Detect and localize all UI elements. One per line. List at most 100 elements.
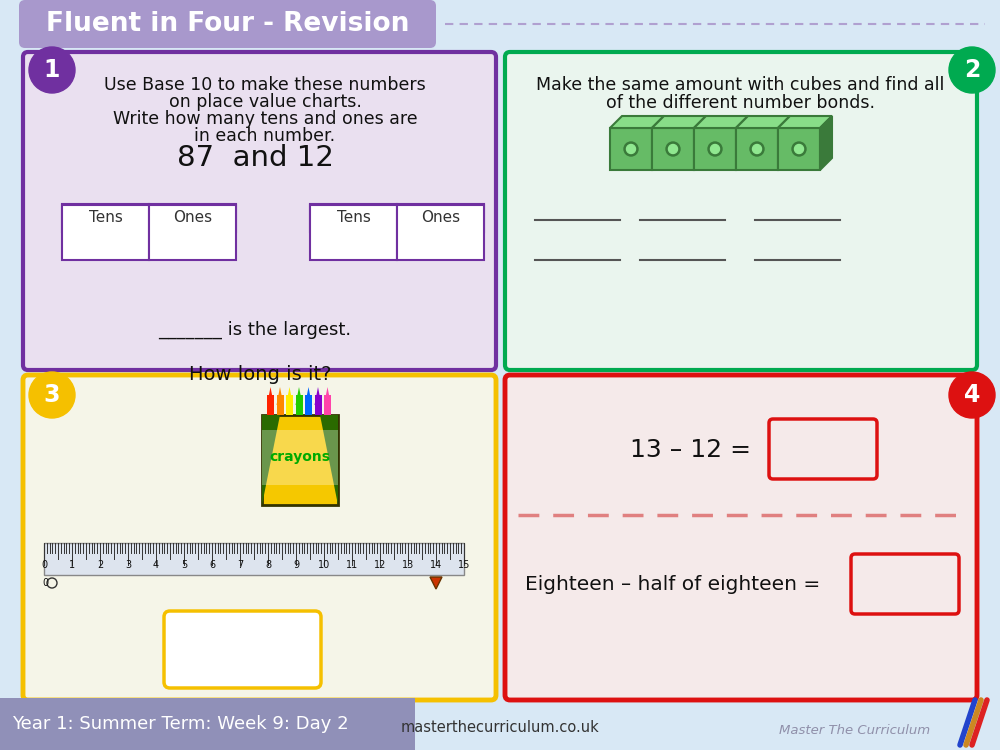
Bar	[44, 543, 464, 575]
Text: crayons: crayons	[270, 450, 330, 464]
Polygon shape	[430, 577, 442, 589]
FancyBboxPatch shape	[164, 611, 321, 688]
Polygon shape	[778, 116, 832, 128]
Bar	[149, 205, 236, 260]
Bar	[267, 395, 274, 415]
Circle shape	[626, 145, 636, 154]
Circle shape	[794, 145, 804, 154]
Bar	[310, 205, 397, 260]
Polygon shape	[652, 116, 706, 128]
Text: 6: 6	[209, 560, 215, 570]
Text: Master The Curriculum: Master The Curriculum	[779, 724, 931, 736]
Bar	[736, 128, 778, 170]
Circle shape	[668, 145, 678, 154]
Bar	[305, 395, 312, 415]
Polygon shape	[267, 387, 274, 405]
FancyBboxPatch shape	[19, 0, 436, 48]
Circle shape	[710, 145, 720, 154]
FancyBboxPatch shape	[23, 52, 496, 370]
Circle shape	[708, 142, 722, 156]
Text: 2: 2	[964, 58, 980, 82]
Polygon shape	[778, 116, 790, 170]
Text: Ones: Ones	[421, 211, 460, 226]
Polygon shape	[610, 116, 664, 128]
FancyBboxPatch shape	[769, 419, 877, 479]
Text: 1: 1	[69, 560, 75, 570]
Bar	[296, 395, 302, 415]
Text: Use Base 10 to make these numbers: Use Base 10 to make these numbers	[104, 76, 426, 94]
Bar	[314, 395, 322, 415]
Text: 3: 3	[44, 383, 60, 407]
Text: 13 – 12 =: 13 – 12 =	[630, 438, 751, 462]
Text: 8: 8	[265, 560, 271, 570]
Text: 87  and 12: 87 and 12	[177, 144, 333, 172]
Polygon shape	[820, 116, 832, 170]
Circle shape	[666, 142, 680, 156]
Text: 5: 5	[181, 560, 187, 570]
Text: 10: 10	[318, 560, 330, 570]
Bar	[397, 204, 484, 232]
FancyBboxPatch shape	[851, 554, 959, 614]
Text: 0: 0	[42, 578, 48, 588]
Text: Ones: Ones	[173, 211, 212, 226]
Polygon shape	[262, 415, 280, 505]
Circle shape	[949, 372, 995, 418]
Text: Write how many tens and ones are: Write how many tens and ones are	[113, 110, 417, 128]
Bar	[62, 205, 149, 260]
Text: Year 1: Summer Term: Week 9: Day 2: Year 1: Summer Term: Week 9: Day 2	[12, 715, 349, 733]
Polygon shape	[286, 387, 293, 405]
Polygon shape	[305, 387, 312, 405]
Bar	[286, 395, 293, 415]
Text: 4: 4	[153, 560, 159, 570]
Text: 14: 14	[430, 560, 442, 570]
Text: 4: 4	[964, 383, 980, 407]
Polygon shape	[324, 387, 331, 405]
Text: 12: 12	[374, 560, 386, 570]
Circle shape	[750, 142, 764, 156]
Polygon shape	[736, 116, 790, 128]
FancyBboxPatch shape	[505, 375, 977, 700]
Polygon shape	[694, 116, 748, 128]
Bar	[0, 698, 415, 750]
Text: 9: 9	[293, 560, 299, 570]
Bar	[397, 205, 484, 260]
Polygon shape	[694, 116, 706, 170]
Polygon shape	[276, 387, 284, 405]
Bar	[610, 128, 652, 170]
Bar	[778, 128, 820, 170]
Text: masterthecurriculum.co.uk: masterthecurriculum.co.uk	[401, 721, 599, 736]
Bar	[149, 204, 236, 232]
Text: 15: 15	[458, 560, 470, 570]
Text: Eighteen – half of eighteen =: Eighteen – half of eighteen =	[525, 575, 820, 595]
Polygon shape	[652, 116, 664, 170]
Text: 7: 7	[237, 560, 243, 570]
Polygon shape	[736, 116, 748, 170]
Bar	[276, 395, 284, 415]
Polygon shape	[296, 387, 302, 405]
Bar	[652, 128, 694, 170]
Text: of the different number bonds.: of the different number bonds.	[606, 94, 874, 112]
Text: How long is it?: How long is it?	[189, 365, 331, 385]
Bar	[262, 415, 338, 505]
FancyBboxPatch shape	[23, 375, 496, 700]
Text: 0: 0	[41, 560, 47, 570]
Circle shape	[29, 47, 75, 93]
Bar	[324, 395, 331, 415]
Circle shape	[753, 145, 762, 154]
Text: 3: 3	[125, 560, 131, 570]
Text: Fluent in Four - Revision: Fluent in Four - Revision	[46, 11, 410, 37]
Circle shape	[624, 142, 638, 156]
Text: in each number.: in each number.	[194, 127, 336, 145]
FancyBboxPatch shape	[505, 52, 977, 370]
Text: 13: 13	[402, 560, 414, 570]
Text: on place value charts.: on place value charts.	[169, 93, 361, 111]
Bar	[62, 204, 149, 232]
Text: Make the same amount with cubes and find all: Make the same amount with cubes and find…	[536, 76, 944, 94]
Text: 11: 11	[346, 560, 358, 570]
Bar	[310, 204, 397, 232]
Polygon shape	[314, 387, 322, 405]
Text: Tens: Tens	[337, 211, 370, 226]
Text: 2: 2	[97, 560, 103, 570]
Bar	[694, 128, 736, 170]
Circle shape	[29, 372, 75, 418]
